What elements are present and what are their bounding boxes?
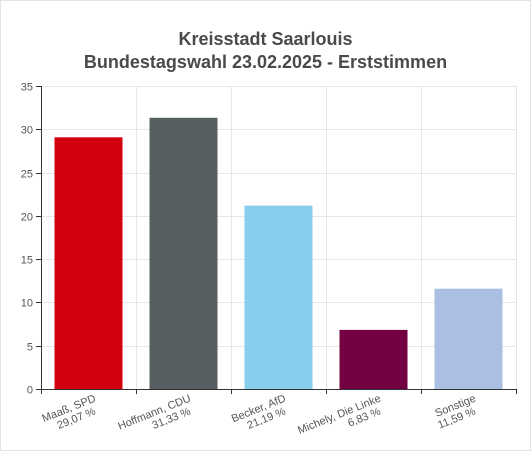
y-tick-label: 30 — [21, 125, 33, 137]
x-tick-label: Maaß, SPD29,07 % — [40, 393, 102, 437]
bar-3 — [244, 205, 313, 389]
bar-1 — [54, 137, 123, 389]
chart-subtitle: Bundestagswahl 23.02.2025 - Erststimmen — [83, 52, 448, 72]
x-tick-label: Michely, Die Linke6,83 % — [296, 393, 387, 448]
y-tick-label: 10 — [21, 298, 33, 310]
bar-5 — [434, 288, 503, 389]
x-tick-label: Becker, AfD21,19 % — [230, 393, 292, 437]
bar-4 — [339, 329, 408, 389]
x-tick-label: Hoffmann, CDU31,33 % — [116, 393, 197, 444]
y-tick-label: 0 — [27, 385, 33, 397]
y-tick-label: 35 — [21, 82, 33, 94]
bar-2 — [149, 117, 218, 390]
y-tick-label: 25 — [21, 169, 33, 181]
x-tick-label: Sonstige11,59 % — [432, 393, 482, 432]
y-tick-label: 15 — [21, 255, 33, 267]
bar-layer — [54, 117, 503, 390]
y-tick-label: 5 — [27, 342, 33, 354]
y-tick-label: 20 — [21, 212, 33, 224]
chart-title: Kreisstadt Saarlouis — [178, 29, 353, 49]
axis-layer — [36, 86, 517, 394]
